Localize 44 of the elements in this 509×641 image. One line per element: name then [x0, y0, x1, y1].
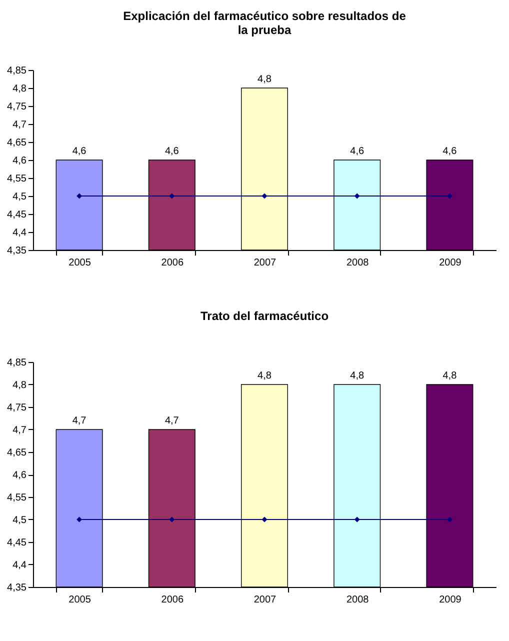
y-tick-label: 4,75 [7, 402, 27, 414]
data-label: 4,8 [258, 370, 272, 382]
y-tick-label: 4,6 [12, 156, 27, 166]
chart-title: Explicación del farmacéutico sobre resultados de la prueba [123, 9, 406, 37]
x-tick-label: 2005 [68, 258, 92, 268]
x-tick-label: 2008 [346, 258, 370, 268]
y-tick-label: 4,65 [7, 448, 27, 458]
x-tick-label: 2005 [68, 594, 92, 606]
data-label: 4,6 [442, 146, 458, 157]
y-tick-label: 4,4 [12, 560, 27, 571]
y-tick-label: 4,35 [7, 582, 27, 594]
x-tick-label: 2008 [346, 594, 370, 606]
data-label: 4,7 [72, 416, 87, 426]
y-tick-label: 4,7 [12, 425, 27, 436]
data-label: 4,7 [164, 416, 180, 426]
y-tick-label: 4,35 [7, 246, 27, 256]
y-tick-label: 4,4 [12, 228, 27, 238]
y-tick-label: 4,5 [12, 515, 27, 526]
y-tick-label: 4,45 [7, 538, 27, 548]
y-tick-label: 4,85 [7, 358, 27, 368]
chart-title: Trato del farmacéutico [200, 309, 329, 323]
y-tick-label: 4,55 [7, 174, 27, 184]
x-tick-label: 2007 [254, 594, 277, 606]
y-tick-label: 4,8 [12, 380, 27, 391]
x-tick-label: 2009 [439, 594, 462, 606]
y-tick-label: 4,55 [7, 492, 27, 504]
y-tick-label: 4,6 [12, 470, 27, 481]
y-tick-label: 4,65 [7, 138, 27, 148]
x-tick-label: 2006 [161, 258, 184, 268]
y-tick-label: 4,8 [12, 84, 27, 94]
data-label: 4,8 [258, 74, 272, 85]
data-label: 4,8 [442, 370, 458, 382]
y-tick-label: 4,5 [12, 192, 27, 202]
y-tick-label: 4,7 [12, 120, 27, 130]
x-tick-label: 2007 [254, 258, 277, 268]
y-tick-label: 4,85 [7, 66, 27, 76]
y-tick-label: 4,45 [7, 210, 27, 220]
y-tick-label: 4,75 [7, 102, 27, 112]
data-label: 4,6 [164, 146, 180, 157]
data-label: 4,6 [72, 146, 87, 157]
x-tick-label: 2009 [439, 258, 462, 268]
x-tick-label: 2006 [161, 594, 184, 606]
data-label: 4,6 [350, 146, 364, 157]
data-label: 4,8 [350, 370, 364, 382]
